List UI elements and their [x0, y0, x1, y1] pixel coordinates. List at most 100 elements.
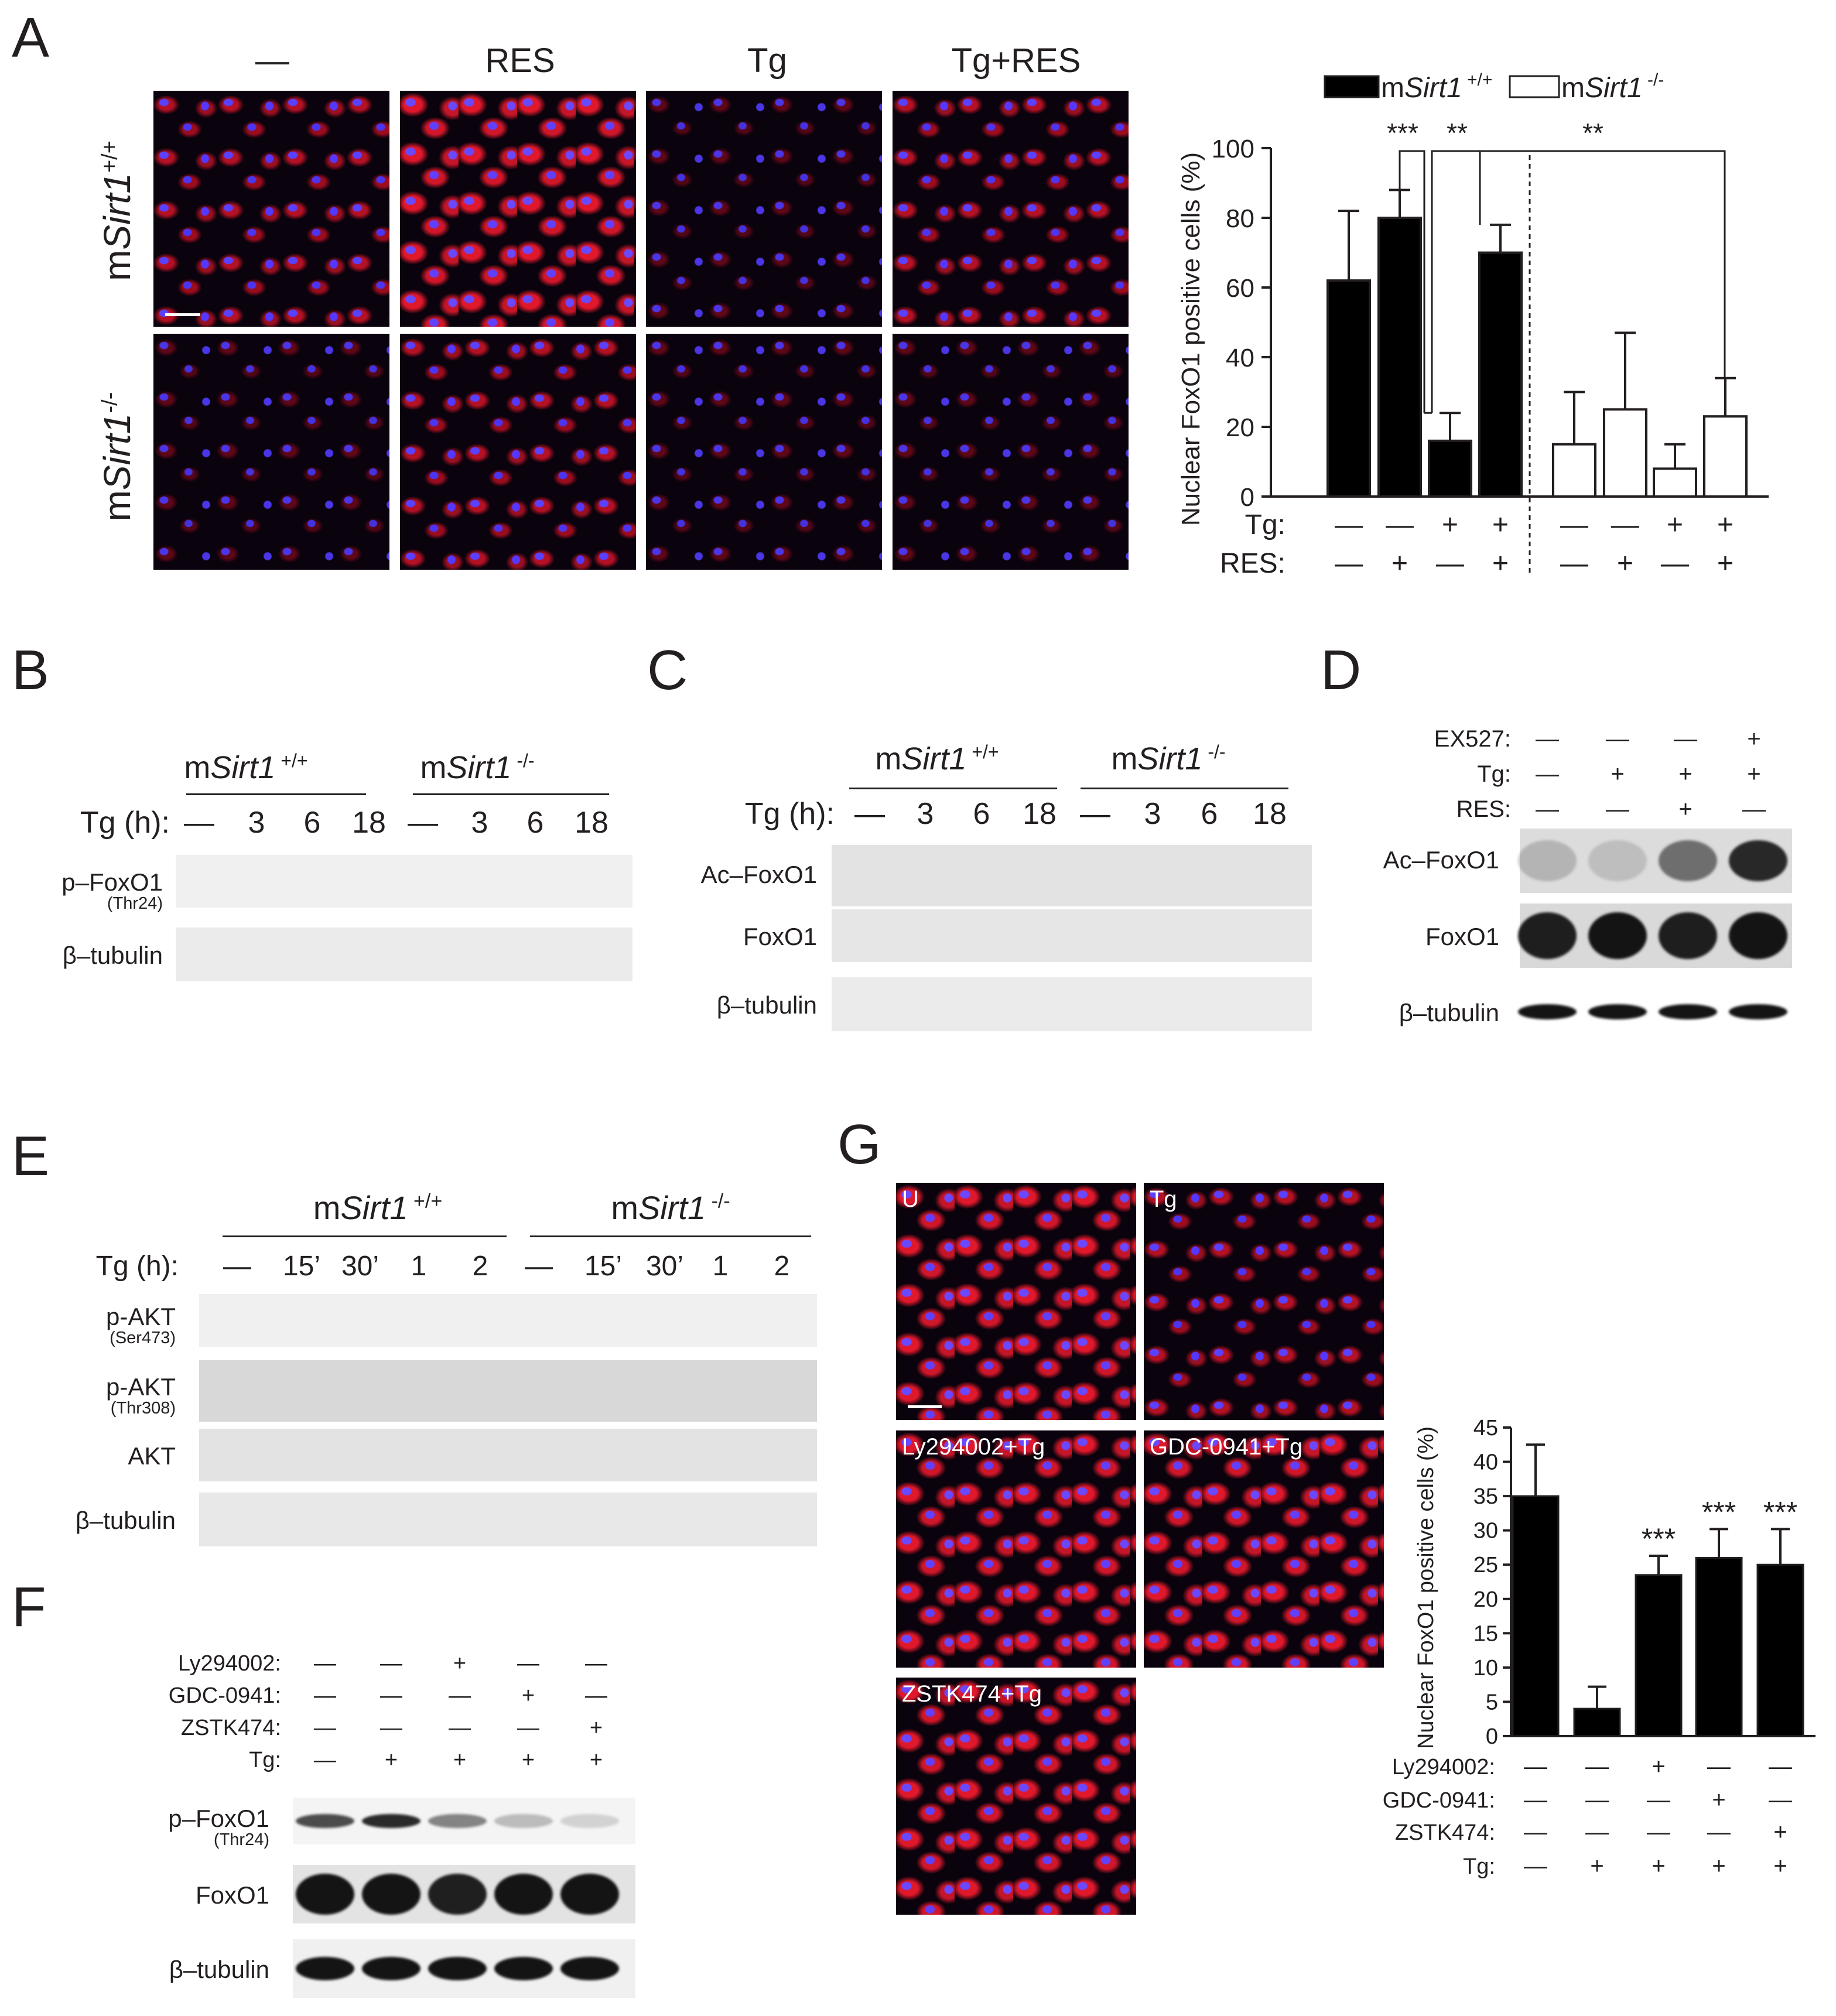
b-time-6: 3: [471, 806, 488, 840]
d-cond-label-2: Tg:: [1477, 761, 1511, 787]
bar-ko-2: [1603, 408, 1647, 498]
sig-bracket-1: [1399, 150, 1425, 413]
d-cond-3-sign-3: +: [1678, 796, 1693, 822]
a-row-label-2: mSirt1-/-: [95, 392, 139, 522]
scale-bar: [165, 313, 200, 316]
g-micrograph-label-3: Ly294002+Tg: [902, 1434, 1045, 1460]
d-cond-2-sign-4: +: [1747, 761, 1761, 787]
panel-label-d: D: [1321, 639, 1362, 701]
c-time-3: 6: [973, 797, 990, 831]
sig-label-3: ***: [1642, 1522, 1676, 1555]
f-cond-2-sign-3: —: [449, 1683, 471, 1708]
a-micrograph-r2-c2: [400, 334, 636, 570]
f-cond-1-sign-5: —: [585, 1651, 607, 1676]
legend-label-2: mSirt1 -/-: [1561, 70, 1664, 104]
g-cond-label-4: Tg:: [1463, 1854, 1495, 1879]
tg-sign-1: —: [1335, 509, 1363, 540]
c-group-label-2-sup: -/-: [1202, 741, 1226, 762]
f-row1-band-5: [560, 1814, 619, 1828]
panel-label-c: C: [647, 639, 688, 701]
g-cond-1-sign-2: —: [1585, 1754, 1609, 1779]
tg-sign-7: +: [1667, 509, 1683, 540]
res-sign-7: —: [1661, 548, 1689, 579]
e-group-label-1-gene: Sirt1: [340, 1189, 408, 1226]
g-cond-4-sign-2: +: [1590, 1853, 1603, 1879]
f-cond-3-sign-3: —: [449, 1716, 471, 1740]
tg-sign-3: +: [1442, 509, 1458, 540]
f-blot-label-2: FoxO1: [195, 1881, 269, 1909]
g-cond-3-sign-1: —: [1524, 1819, 1547, 1845]
e-time-4: 1: [411, 1251, 427, 1282]
g-cond-label-1: Ly294002:: [1392, 1755, 1495, 1779]
bar-1: [1512, 1495, 1560, 1737]
f-cond-label-1: Ly294002:: [177, 1651, 281, 1676]
f-row3-band-2: [362, 1957, 420, 1980]
g-micrograph-label-1: U: [902, 1186, 919, 1212]
f-row2-band-4: [494, 1874, 553, 1915]
e-group-rule-1: [223, 1235, 507, 1237]
d-row2-band-2: [1588, 912, 1647, 959]
c-group-rule-2: [1081, 788, 1288, 789]
e-group-label-2-gene: Sirt1: [638, 1189, 706, 1226]
d-row3-band-1: [1518, 1004, 1577, 1019]
d-row3-band-2: [1588, 1004, 1647, 1019]
b-group-rule-2: [413, 793, 609, 795]
e-blot-label-4: β–tubulin: [75, 1507, 176, 1534]
a-micrograph-r1-c1: [153, 91, 389, 327]
g-cond-3-sign-3: —: [1647, 1819, 1670, 1845]
g-cond-2-sign-5: —: [1769, 1787, 1792, 1813]
y-tick-label-15: 15: [1473, 1621, 1498, 1646]
c-group-label-1: mSirt1 +/+: [875, 741, 999, 777]
b-group-label-2-gene: Sirt1: [446, 750, 512, 785]
a-row-label-2-sup: -/-: [97, 392, 122, 413]
g-cond-3-sign-2: —: [1585, 1819, 1609, 1845]
bar-ko-3: [1653, 467, 1697, 498]
g-cond-label-3: ZSTK474:: [1395, 1820, 1495, 1845]
bar-3: [1635, 1574, 1683, 1737]
c-blot-bg-3: [832, 977, 1312, 1031]
c-time-4: 18: [1023, 797, 1057, 831]
e-time-2: 15’: [282, 1251, 321, 1282]
f-blot-label-1: p–FoxO1: [168, 1805, 269, 1832]
y-tick-label-100: 100: [1212, 135, 1254, 163]
b-time-4: 18: [352, 806, 386, 840]
legend-label-1: mSirt1 +/+: [1381, 70, 1492, 104]
a-row-label-1-gene: Sirt1: [96, 173, 138, 250]
f-row1-band-3: [428, 1814, 487, 1828]
f-row2-band-2: [362, 1874, 420, 1915]
y-tick-label-0: 0: [1240, 483, 1254, 512]
c-blot-bg-1: [832, 844, 1312, 906]
c-blot-label-2: FoxO1: [743, 923, 817, 950]
e-blot-bg-4: [199, 1493, 817, 1546]
b-group-label-2: mSirt1 -/-: [420, 749, 534, 786]
c-group-label-2: mSirt1 -/-: [1111, 741, 1225, 777]
e-blot-bg-3: [199, 1429, 817, 1481]
d-cond-3-sign-4: —: [1742, 796, 1766, 822]
b-time-1: —: [184, 806, 214, 840]
f-cond-3-sign-1: —: [314, 1716, 336, 1740]
f-cond-2-sign-1: —: [314, 1683, 336, 1708]
c-blot-label-1: Ac–FoxO1: [700, 861, 817, 888]
g-cond-3-sign-5: +: [1773, 1819, 1787, 1845]
e-time-1: —: [223, 1251, 251, 1282]
g-cond-1-sign-3: +: [1652, 1754, 1665, 1779]
d-cond-label-1: EX527:: [1434, 726, 1511, 752]
a-row-label-1: mSirt1+/+: [95, 141, 139, 281]
y-axis-label: Nuclear FoxO1 positive cells (%): [1414, 1426, 1438, 1749]
d-row1-band-4: [1729, 840, 1787, 881]
e-group-label-1-sup: +/+: [408, 1190, 443, 1213]
a-micrograph-r1-c4: [893, 91, 1129, 327]
a-micrograph-r1-c3: [646, 91, 882, 327]
c-blot-label-3: β–tubulin: [716, 991, 817, 1019]
e-group-label-2-sup: -/-: [706, 1190, 730, 1213]
a-row-label-1-sup: +/+: [97, 141, 122, 173]
e-blot-sublabel-1: (Ser473): [110, 1329, 176, 1347]
e-time-label: Tg (h):: [95, 1251, 179, 1282]
res-sign-1: —: [1335, 548, 1363, 579]
tg-sign-8: +: [1717, 509, 1734, 540]
b-group-label-1: mSirt1 +/+: [184, 749, 307, 786]
d-cond-2-sign-2: +: [1611, 761, 1625, 787]
e-blot-label-1: p-AKT: [105, 1303, 176, 1330]
f-cond-1-sign-4: —: [517, 1651, 539, 1676]
g-micrograph-label-2: Tg: [1150, 1186, 1177, 1212]
